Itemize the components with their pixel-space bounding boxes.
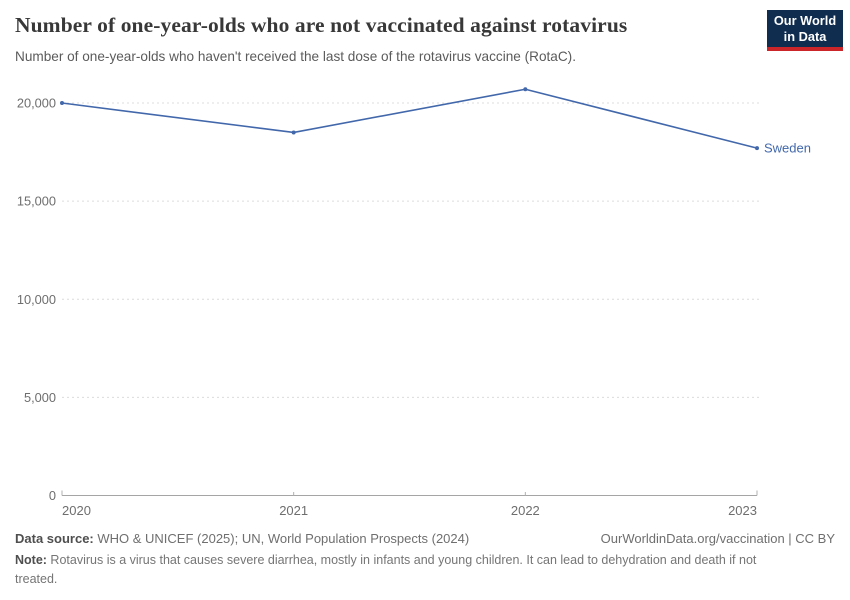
data-source-text: WHO & UNICEF (2025); UN, World Populatio…: [93, 531, 470, 546]
chart-note-text: Rotavirus is a virus that causes severe …: [15, 553, 757, 586]
y-tick-label: 0: [49, 488, 56, 503]
data-source-label: Data source:: [15, 531, 94, 546]
owid-logo-line2: in Data: [783, 28, 827, 44]
data-point: [523, 87, 528, 92]
owid-link: OurWorldinData.org/vaccination | CC BY: [600, 531, 835, 546]
x-tick-label: 2023: [728, 503, 757, 518]
owid-logo: Our World in Data: [767, 10, 843, 51]
series-label: Sweden: [764, 141, 811, 156]
owid-logo-line1: Our World: [773, 12, 837, 28]
chart-note-label: Note:: [15, 553, 47, 567]
x-tick-label: 2022: [511, 503, 540, 518]
y-tick-label: 5,000: [24, 390, 56, 405]
data-point: [755, 146, 759, 151]
chart-footer: Data source: WHO & UNICEF (2025); UN, Wo…: [15, 531, 835, 589]
y-tick-label: 15,000: [17, 194, 56, 209]
chart-title: Number of one-year-olds who are not vacc…: [15, 13, 628, 37]
data-source: Data source: WHO & UNICEF (2025); UN, Wo…: [15, 531, 469, 546]
chart-note: Note: Rotavirus is a virus that causes s…: [15, 551, 757, 589]
line-chart: 0 5,000 10,000 15,000 20,000 2020 2021 2022 2023…: [17, 87, 811, 518]
y-tick-label: 10,000: [17, 292, 56, 307]
x-tick-label: 2021: [279, 503, 308, 518]
chart-subtitle: Number of one-year-olds who haven't rece…: [15, 49, 576, 64]
y-tick-label: 20,000: [17, 96, 56, 111]
data-point: [291, 130, 296, 135]
data-line: [61, 88, 758, 149]
x-tick-label: 2020: [62, 503, 91, 518]
data-point: [60, 101, 64, 105]
